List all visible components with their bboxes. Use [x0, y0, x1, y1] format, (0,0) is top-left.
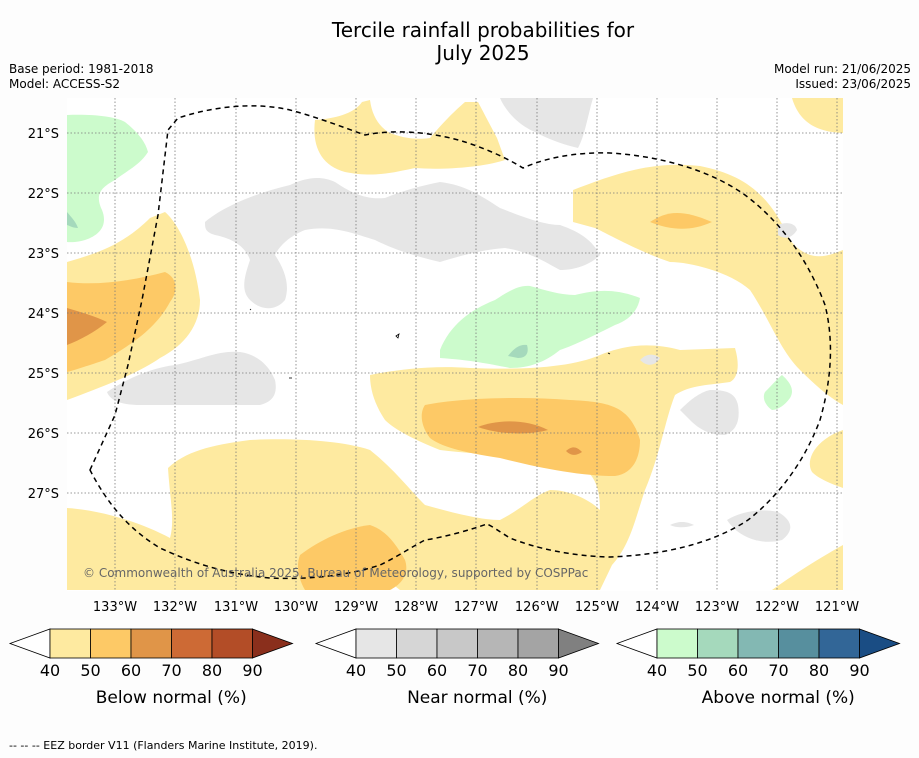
lon-label: 129°W [334, 600, 378, 615]
above-normal-50-regions [67, 212, 528, 358]
colorbar-extend-high [558, 628, 600, 659]
model-run: Model run: 21/06/2025 [773, 62, 911, 76]
colorbar-segment [697, 628, 739, 659]
colorbar-extend-low [8, 628, 51, 659]
colorbar-tick-label: 60 [427, 661, 447, 680]
map-area: © Commonwealth of Australia 2025, Bureau… [67, 98, 843, 591]
meta-right: Model run: 21/06/2025 Issued: 23/06/2025 [774, 62, 911, 92]
colorbar-tick-label: 80 [202, 661, 222, 680]
lat-label: 27°S [28, 487, 59, 502]
colorbar-tick-label: 50 [80, 661, 100, 680]
colorbar-segment [818, 628, 860, 659]
colorbar-segment [211, 628, 253, 659]
colorbar-extend-high [252, 628, 294, 659]
islands [249, 308, 611, 379]
lon-label: 133°W [93, 600, 137, 615]
lon-label: 121°W [815, 600, 859, 615]
colorbar-extend-high [859, 628, 901, 659]
above-normal-40-regions [67, 114, 793, 410]
colorbar-tick-label: 40 [40, 661, 60, 680]
colorbars: 40 50 60 70 80 90 Below normal (%) 40 50 60 70 80 90… [8, 628, 901, 708]
colorbar-tick-label: 80 [809, 661, 829, 680]
colorbar-tick-label: 60 [121, 661, 141, 680]
colorbar-tick-label: 70 [161, 661, 181, 680]
copyright-notice: © Commonwealth of Australia 2025, Bureau… [83, 566, 588, 580]
lon-label: 125°W [575, 600, 619, 615]
above-normal-colorbar: 40 50 60 70 80 90 Above normal (%) [615, 628, 901, 708]
colorbar-segment [436, 628, 478, 659]
lat-label: 22°S [28, 187, 59, 202]
title-line-1: Tercile rainfall probabilities for [331, 18, 635, 42]
meta-left: Base period: 1981-2018 Model: ACCESS-S2 [9, 62, 154, 92]
below-normal-60-regions [67, 308, 582, 455]
map-gridlines [67, 98, 843, 591]
colorbar-extend-low [615, 628, 658, 659]
colorbar-segment [355, 628, 397, 659]
lon-label: 127°W [454, 600, 498, 615]
colorbar-tick-label: 50 [386, 661, 406, 680]
colorbar-tick-label: 70 [467, 661, 487, 680]
colorbar-tick-label: 40 [346, 661, 366, 680]
colorbar-segment [49, 628, 91, 659]
lon-label: 124°W [635, 600, 679, 615]
lon-label: 128°W [394, 600, 438, 615]
colorbar-segment [656, 628, 698, 659]
lon-label: 122°W [755, 600, 799, 615]
issued-date: Issued: 23/06/2025 [795, 77, 911, 91]
title-line-2: July 2025 [436, 41, 530, 65]
lat-label: 24°S [28, 307, 59, 322]
eez-footer-note: -- -- -- EEZ border V11 (Flanders Marine… [9, 739, 318, 752]
colorbar-label: Above normal (%) [702, 688, 855, 708]
colorbar-tick-label: 60 [728, 661, 748, 680]
map-title: Tercile rainfall probabilities for July … [0, 19, 919, 65]
colorbar-label: Near normal (%) [407, 688, 547, 708]
near-normal-40-regions [107, 98, 797, 542]
base-period: Base period: 1981-2018 [9, 62, 154, 76]
colorbar-segment [90, 628, 132, 659]
colorbar-tick-label: 90 [242, 661, 262, 680]
lon-label: 123°W [695, 600, 739, 615]
below-normal-colorbar: 40 50 60 70 80 90 Below normal (%) [8, 628, 294, 708]
lat-label: 25°S [28, 367, 59, 382]
colorbar-tick-label: 80 [508, 661, 528, 680]
lon-label: 131°W [214, 600, 258, 615]
lat-axis: 21°S 22°S 23°S 24°S 25°S 26°S 27°S [28, 127, 59, 502]
colorbar-segment [778, 628, 820, 659]
colorbar-segment [477, 628, 519, 659]
colorbar-tick-label: 70 [768, 661, 788, 680]
lon-axis: 133°W 132°W 131°W 130°W 129°W 128°W 127°… [93, 600, 859, 615]
colorbar-segment [171, 628, 213, 659]
colorbar-tick-label: 90 [548, 661, 568, 680]
colorbar-extend-low [314, 628, 357, 659]
lon-label: 132°W [153, 600, 197, 615]
lon-label: 126°W [515, 600, 559, 615]
colorbar-tick-label: 50 [687, 661, 707, 680]
eez-border [89, 105, 832, 580]
colorbar-label: Below normal (%) [96, 688, 247, 708]
colorbar-tick-label: 40 [647, 661, 667, 680]
colorbar-segment [737, 628, 779, 659]
colorbar-segment [130, 628, 172, 659]
colorbar-segment [517, 628, 559, 659]
lat-label: 26°S [28, 427, 59, 442]
lat-label: 23°S [28, 247, 59, 262]
colorbar-tick-label: 90 [849, 661, 869, 680]
lon-label: 130°W [274, 600, 318, 615]
model-name: Model: ACCESS-S2 [9, 77, 121, 91]
lat-label: 21°S [28, 127, 59, 142]
colorbar-segment [396, 628, 438, 659]
